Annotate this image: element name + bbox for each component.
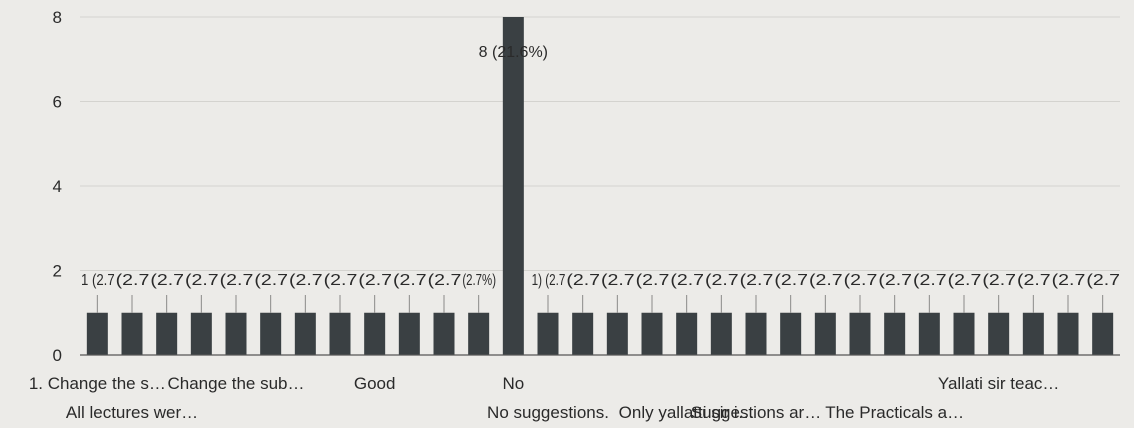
data-label: (2.7: [185, 272, 219, 289]
bar: [86, 312, 108, 355]
category-label: 1. Change the s…: [29, 374, 166, 393]
bar: [468, 312, 490, 355]
bar: [329, 312, 351, 355]
data-label: (2.7: [670, 272, 704, 289]
bar: [710, 312, 732, 355]
gridlines: [80, 16, 1120, 271]
bar: [1092, 312, 1114, 355]
data-label: (2.7: [774, 272, 808, 289]
bar: [676, 312, 698, 355]
bar: [988, 312, 1010, 355]
y-tick-labels: 0 2 4 6 8: [53, 8, 62, 365]
category-label: Change the sub…: [167, 374, 304, 393]
y-tick-label: 2: [53, 262, 62, 281]
bar: [364, 312, 386, 355]
data-label: (2.7: [566, 272, 600, 289]
bar: [884, 312, 906, 355]
data-label: (2.7: [844, 272, 878, 289]
bar: [294, 312, 316, 355]
label-leaders: [96, 295, 1104, 313]
data-label: (2.7: [358, 272, 392, 289]
data-label: (2.7: [289, 272, 323, 289]
category-label: No suggestions.: [487, 403, 609, 422]
bar: [1022, 312, 1044, 355]
bar: [502, 17, 524, 355]
data-label: (2.7: [1052, 272, 1086, 289]
bar: [156, 312, 178, 355]
bar: [260, 312, 282, 355]
data-label: (2.7: [948, 272, 982, 289]
data-label: (2.7: [705, 272, 739, 289]
bar: [121, 312, 143, 355]
bar: [225, 312, 247, 355]
y-tick-label: 8: [53, 8, 62, 27]
bar: [1057, 312, 1079, 355]
category-label: Good: [354, 374, 396, 393]
data-label: (2.7: [254, 272, 288, 289]
data-label: (2.7: [913, 272, 947, 289]
category-label: Yallati sir teac…: [938, 374, 1060, 393]
data-label: (2.7: [601, 272, 635, 289]
y-tick-label: 6: [53, 93, 62, 112]
data-label: 1 (2.7: [81, 272, 115, 289]
category-labels: 1. Change the s… All lectures wer… Change …: [29, 374, 1060, 422]
data-label: (2.7: [1017, 272, 1051, 289]
category-label: No: [502, 374, 524, 393]
data-label: (2.7: [220, 272, 254, 289]
bar: [398, 312, 420, 355]
data-label: (2.7: [982, 272, 1016, 289]
category-label: Only yallatti sir i…: [619, 403, 755, 422]
bar: [814, 312, 836, 355]
bar: [572, 312, 594, 355]
data-label: (2.7: [428, 272, 462, 289]
data-label: (2.7: [740, 272, 774, 289]
bar: [918, 312, 940, 355]
data-label: (2.7: [393, 272, 427, 289]
data-label: (2.7: [878, 272, 912, 289]
data-label: (2.7: [150, 272, 184, 289]
bar: [433, 312, 455, 355]
data-labels: 1 (2.7 (2.7 (2.7 (2.7 (2.7 (2.7 (2.7 (2.7 (2.7 (2…: [81, 44, 1120, 289]
bar: [537, 312, 559, 355]
y-tick-label: 4: [53, 177, 62, 196]
data-label: (2.7: [324, 272, 358, 289]
bar: [745, 312, 767, 355]
bar: [606, 312, 628, 355]
data-label: (2.7: [116, 272, 150, 289]
category-label: Suggestions ar…: [691, 403, 821, 422]
bar: [953, 312, 975, 355]
data-label: 8 (21.6%): [479, 44, 548, 61]
data-label: (2.7: [809, 272, 843, 289]
bar: [780, 312, 802, 355]
category-label: All lectures wer…: [66, 403, 198, 422]
data-label: 1) (2.7: [532, 272, 566, 289]
bar: [641, 312, 663, 355]
category-label: The Practicals a…: [825, 403, 964, 422]
data-label: (2.7: [636, 272, 670, 289]
bar: [190, 312, 212, 355]
bars: [86, 17, 1114, 355]
bar: [849, 312, 871, 355]
data-label: (2.7%): [462, 272, 496, 289]
y-tick-label: 0: [53, 346, 62, 365]
data-label: (2.7: [1086, 272, 1120, 289]
